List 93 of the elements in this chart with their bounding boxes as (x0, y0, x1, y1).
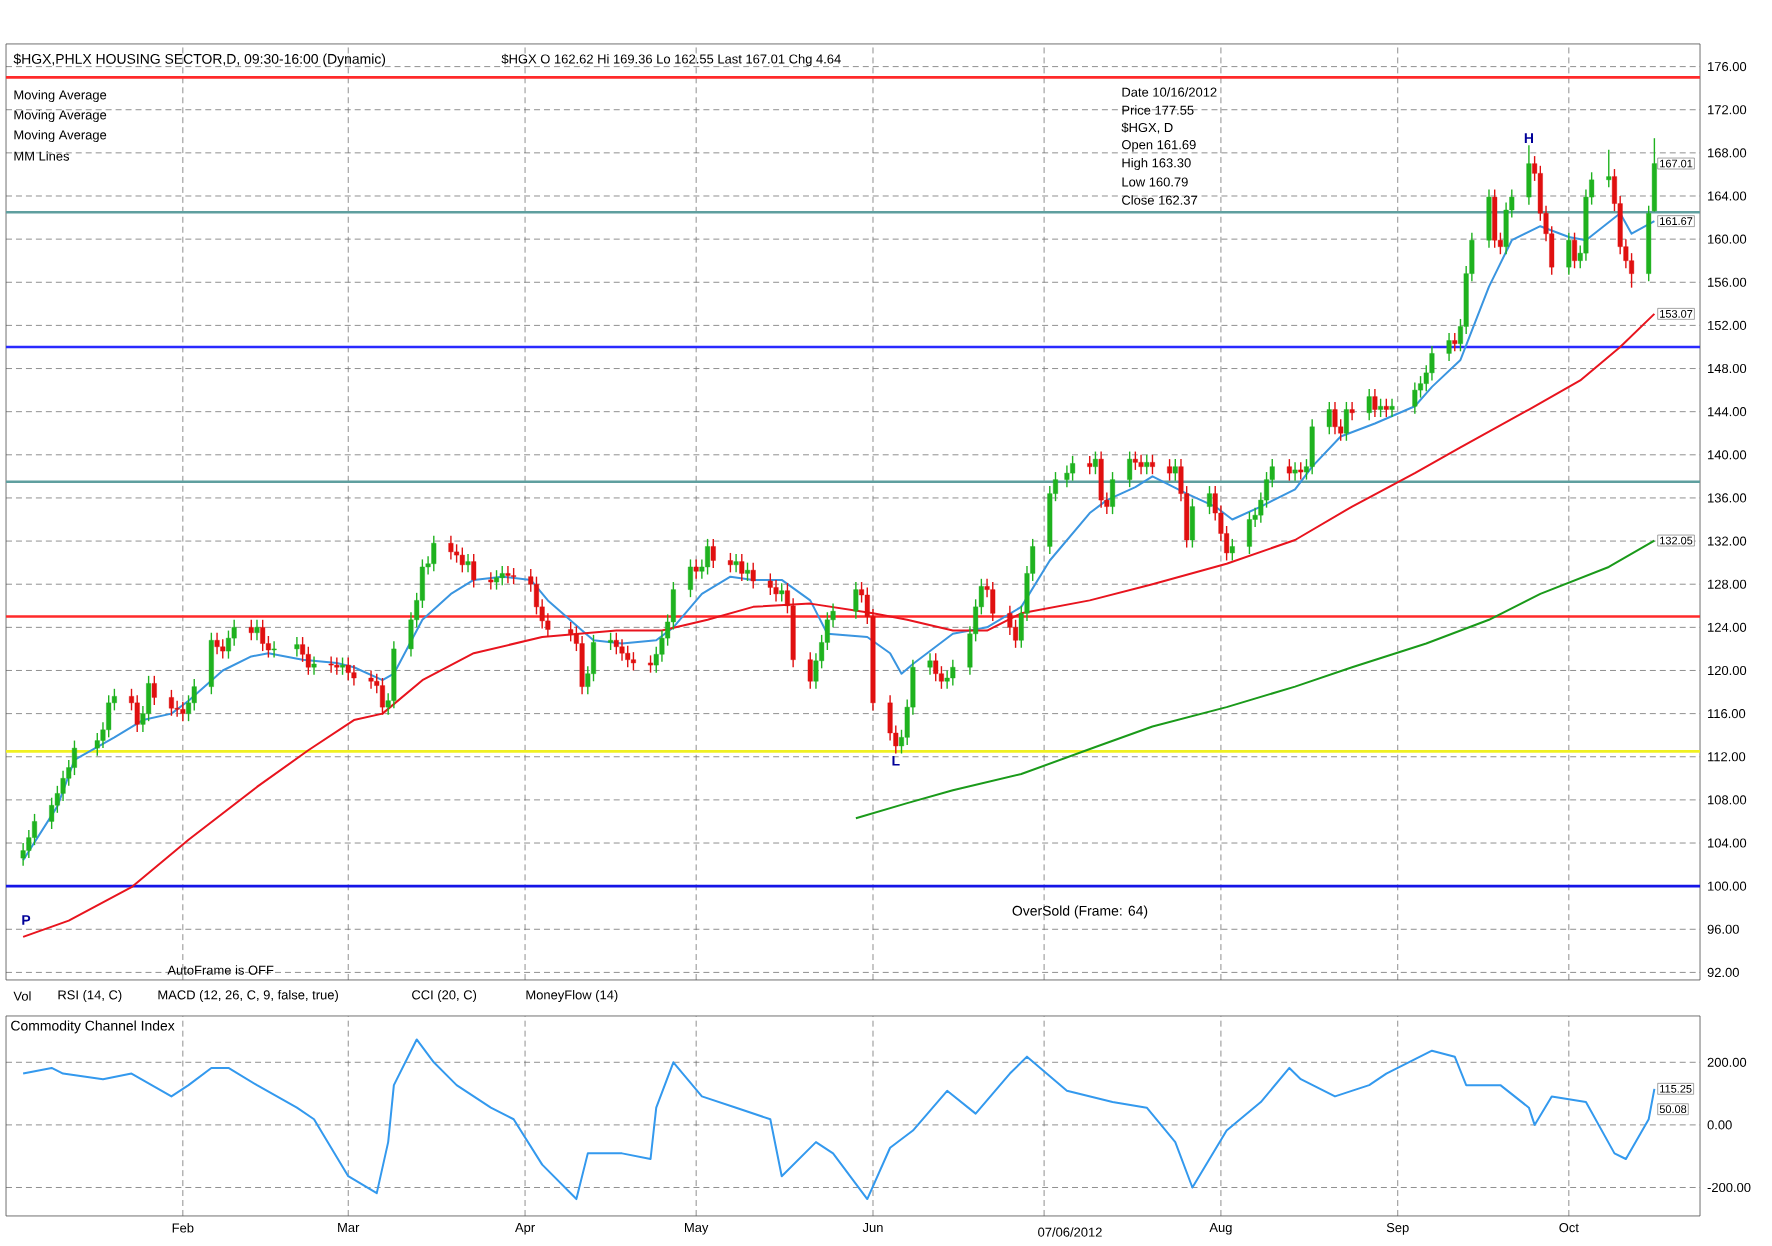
candlestick (488, 571, 494, 591)
candlestick (1064, 464, 1070, 488)
candlestick (431, 534, 437, 572)
candlestick (1389, 398, 1395, 418)
candlestick (134, 694, 140, 733)
candlestick (254, 619, 260, 641)
candlestick (1309, 418, 1315, 475)
candlestick (351, 664, 357, 687)
candlestick (1383, 398, 1389, 418)
candlestick (568, 621, 574, 643)
candlestick (625, 644, 631, 668)
candlestick (220, 638, 226, 660)
candlestick (465, 553, 471, 574)
candlestick (1167, 458, 1173, 482)
candlestick (471, 553, 477, 589)
candlestick (1110, 471, 1116, 515)
candlestick (1486, 188, 1492, 249)
candlestick (454, 543, 460, 564)
candlestick (345, 656, 351, 681)
candlestick (1144, 454, 1150, 475)
candlestick (1343, 401, 1349, 442)
candlestick (1372, 388, 1378, 418)
candlestick (168, 689, 174, 717)
candlestick (990, 581, 996, 622)
candlestick (1127, 450, 1133, 488)
candlestick (1149, 454, 1155, 475)
candlestick (1092, 450, 1098, 475)
candlestick (448, 534, 454, 561)
candlestick (1132, 450, 1138, 471)
candlestick (1446, 332, 1452, 362)
candlestick (1189, 498, 1195, 549)
candlestick (1452, 332, 1458, 352)
candlestick (459, 546, 465, 574)
candlestick (779, 582, 785, 603)
candlestick (1566, 231, 1572, 276)
candlestick (933, 652, 939, 682)
candlestick (630, 651, 636, 672)
candlestick (311, 655, 317, 676)
candlestick (750, 561, 756, 590)
candlestick (180, 701, 186, 722)
candlestick (328, 655, 334, 674)
candlestick (733, 553, 739, 574)
candlestick (1366, 388, 1372, 421)
candlestick (1292, 461, 1298, 482)
candlestick (927, 652, 933, 676)
candlestick (1207, 485, 1212, 515)
candlestick (1572, 231, 1578, 269)
candlestick (1412, 381, 1418, 415)
candlestick (1138, 454, 1144, 475)
candlestick (260, 619, 266, 652)
candlestick (1286, 458, 1292, 482)
candlestick (727, 552, 733, 574)
line-series (854, 539, 1656, 820)
candlestick (745, 561, 750, 582)
candlestick (853, 581, 859, 620)
candlestick (613, 632, 619, 656)
candlestick (294, 636, 300, 658)
candlestick (739, 553, 745, 582)
candlestick (1172, 458, 1178, 482)
candlestick (619, 638, 625, 662)
candlestick (705, 538, 711, 576)
line-series (22, 1038, 1656, 1201)
candlestick (151, 675, 157, 706)
candlestick (807, 651, 813, 690)
candlestick (379, 677, 385, 716)
candlestick (271, 640, 277, 659)
candlestick (1246, 511, 1252, 555)
candlestick (1229, 538, 1235, 562)
candlestick (248, 619, 254, 641)
candlestick (334, 656, 340, 676)
candlestick (767, 572, 773, 596)
candlestick (710, 538, 716, 569)
candlestick (1098, 450, 1104, 509)
candlestick (1526, 144, 1532, 206)
candlestick (950, 659, 956, 687)
candlestick (693, 558, 699, 580)
candlestick (1378, 398, 1384, 418)
candlestick (1349, 401, 1355, 421)
candlestick (773, 579, 779, 603)
candlestick (208, 632, 214, 695)
candlestick (505, 565, 511, 584)
candlestick (1492, 188, 1498, 249)
candlestick (499, 565, 505, 586)
candlestick (1326, 401, 1332, 436)
candlestick (494, 569, 500, 591)
candlestick (1332, 401, 1338, 436)
candlestick (1606, 148, 1612, 189)
candlestick (214, 632, 220, 656)
candlestick (1070, 455, 1076, 482)
candlestick (1087, 455, 1093, 475)
candlestick (368, 669, 374, 690)
candlestick (687, 558, 693, 598)
line-series (22, 312, 1656, 938)
